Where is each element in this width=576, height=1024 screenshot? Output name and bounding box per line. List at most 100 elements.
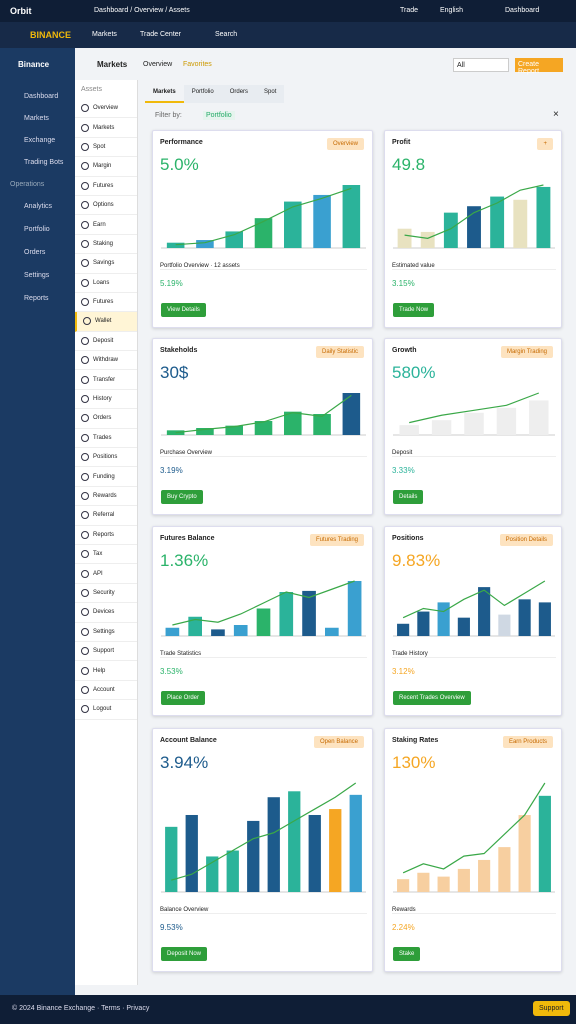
panel-item[interactable]: Settings (75, 623, 137, 642)
panel-item[interactable]: Devices (75, 603, 137, 623)
panel-item[interactable]: Funding (75, 467, 137, 487)
footer-button[interactable]: Support (533, 1001, 570, 1016)
language[interactable]: English (440, 7, 463, 14)
card-change: 9.53% (160, 923, 183, 932)
sidebar-item[interactable]: Exchange (24, 137, 56, 144)
sidebar-item[interactable]: Markets (24, 115, 49, 122)
item-label: Security (93, 589, 115, 596)
nav-link[interactable]: Markets (92, 31, 117, 38)
sidebar-item[interactable]: Analytics (24, 203, 53, 210)
panel-item[interactable]: Savings (75, 254, 137, 274)
card-badge[interactable]: + (537, 138, 553, 150)
item-icon (81, 142, 89, 151)
sidebar-item[interactable]: Portfolio (24, 226, 50, 233)
nav-link[interactable]: Trade Center (140, 31, 181, 38)
card-badge[interactable]: Overview (326, 138, 364, 150)
panel-item[interactable]: Orders (75, 409, 137, 429)
panel-item[interactable]: Withdraw (75, 351, 137, 371)
panel-item[interactable]: Tax (75, 545, 137, 565)
panel-item[interactable]: Support (75, 642, 137, 662)
panel-item[interactable]: Wallet (75, 312, 137, 332)
bar (288, 791, 301, 892)
panel-item[interactable]: Reports (75, 526, 137, 545)
item-label: Wallet (95, 318, 112, 325)
panel-item[interactable]: Margin (75, 157, 137, 177)
action-button[interactable]: Create Report (515, 58, 563, 75)
card-badge[interactable]: Position Details (499, 534, 553, 546)
item-icon (81, 239, 89, 248)
panel-item[interactable]: Logout (75, 700, 137, 720)
card-button[interactable]: Place Order (161, 691, 206, 705)
panel-item[interactable]: Options (75, 196, 137, 216)
panel-item[interactable]: Positions (75, 448, 137, 468)
tab[interactable]: Orders (221, 85, 257, 103)
panel-item[interactable]: Earn (75, 215, 137, 235)
card-button[interactable]: Trade Now (393, 303, 435, 317)
card-button[interactable]: Details (393, 490, 424, 504)
sidebar-item[interactable]: Dashboard (24, 93, 59, 100)
card: Performance Overview 5.0% Portfolio Overvie… (152, 130, 373, 328)
panel-item[interactable]: Transfer (75, 370, 137, 390)
bar (225, 425, 243, 435)
account[interactable]: Dashboard (505, 7, 540, 14)
card-badge[interactable]: Margin Trading (500, 346, 553, 358)
item-icon (81, 588, 89, 597)
search[interactable]: Search (215, 31, 238, 38)
sidebar-item[interactable]: Orders (24, 249, 46, 256)
card-change: 3.12% (392, 667, 415, 676)
sidebar-item[interactable]: Trading Bots (24, 159, 64, 166)
panel-item[interactable]: Futures (75, 293, 137, 313)
card-badge[interactable]: Earn Products (502, 736, 553, 748)
card-chart (161, 393, 366, 436)
panel-item[interactable]: Trades (75, 429, 137, 449)
subnav-tab[interactable]: Favorites (183, 61, 212, 68)
bar (467, 206, 481, 248)
logo[interactable]: BINANCE (30, 30, 72, 40)
subnav-tab[interactable]: Overview (143, 61, 173, 68)
filter-chip[interactable]: Portfolio (203, 111, 235, 120)
user[interactable]: Trade (400, 7, 419, 14)
item-label: Loans (93, 279, 110, 286)
bar (417, 611, 430, 636)
item-label: Trades (93, 434, 112, 441)
card-button[interactable]: Recent Trades Overview (393, 691, 471, 705)
bar (457, 617, 470, 636)
card-chart (393, 782, 555, 893)
panel-item[interactable]: Account (75, 681, 137, 701)
card-badge[interactable]: Daily Statistic (315, 346, 364, 358)
trend-line (172, 580, 355, 626)
panel-item[interactable]: Spot (75, 138, 137, 158)
sidebar-item[interactable]: Reports (24, 295, 49, 302)
select[interactable]: All (453, 58, 509, 72)
panel-item[interactable]: Referral (75, 506, 137, 526)
tab[interactable]: Markets (145, 85, 184, 103)
sidebar-item[interactable]: Settings (24, 272, 50, 279)
bar (313, 414, 331, 435)
card-badge[interactable]: Open Balance (313, 736, 364, 748)
panel-item[interactable]: Staking (75, 235, 137, 255)
item-label: Funding (93, 473, 115, 480)
panel-item[interactable]: History (75, 390, 137, 410)
panel-item[interactable]: Overview (75, 99, 137, 119)
item-icon (81, 298, 89, 307)
close-icon[interactable]: × (553, 109, 559, 120)
panel-item[interactable]: Deposit (75, 332, 137, 352)
panel-item[interactable]: Loans (75, 274, 137, 293)
bar (417, 872, 430, 892)
bar (226, 850, 239, 892)
card-button[interactable]: Deposit Now (161, 947, 208, 961)
card-button[interactable]: Stake (393, 947, 421, 961)
card-change: 3.53% (160, 667, 183, 676)
panel-item[interactable]: Help (75, 661, 137, 681)
panel-item[interactable]: Markets (75, 118, 137, 138)
bar (538, 795, 551, 892)
panel-item[interactable]: Security (75, 584, 137, 604)
card-badge[interactable]: Futures Trading (309, 534, 364, 546)
panel-item[interactable]: Futures (75, 177, 137, 196)
tab[interactable]: Portfolio (183, 85, 222, 103)
panel-item[interactable]: API (75, 564, 137, 584)
panel-item[interactable]: Rewards (75, 487, 137, 507)
card-button[interactable]: Buy Crypto (161, 490, 203, 504)
card-button[interactable]: View Details (161, 303, 206, 317)
tab[interactable]: Spot (256, 85, 285, 103)
